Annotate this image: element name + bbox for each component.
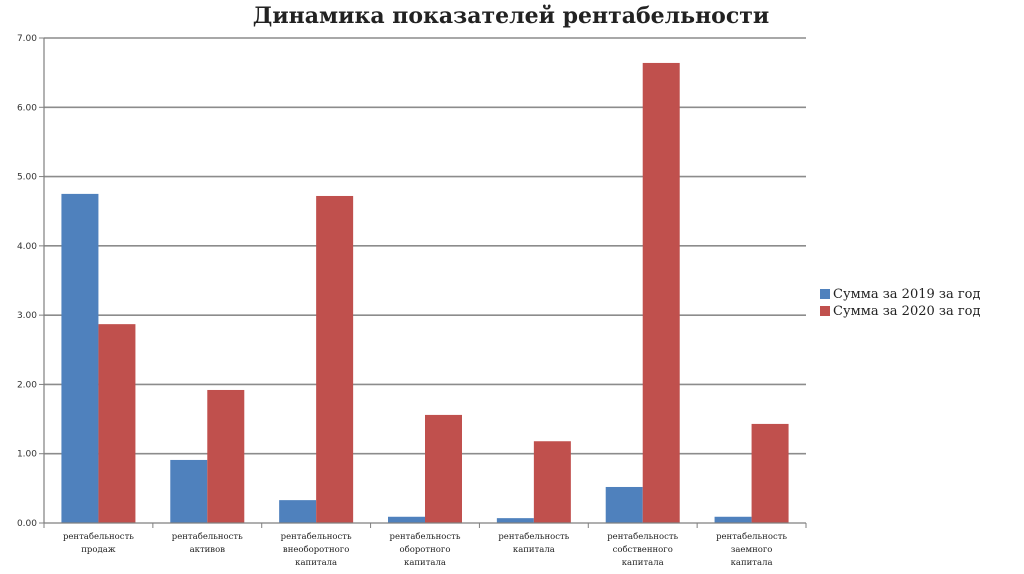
x-tick-label: рентабельность bbox=[281, 531, 352, 542]
y-tick-label: 0.00 bbox=[17, 519, 37, 529]
x-tick-label: капитала bbox=[513, 545, 555, 555]
x-tick-label: рентабельность bbox=[63, 531, 134, 542]
bar-2020 bbox=[98, 324, 136, 523]
legend-swatch bbox=[820, 289, 830, 299]
x-tick-label: внеоборотного bbox=[283, 544, 349, 555]
y-tick-label: 5.00 bbox=[17, 173, 37, 183]
y-tick-label: 4.00 bbox=[17, 242, 37, 252]
y-tick-label: 6.00 bbox=[17, 103, 37, 113]
gridlines bbox=[44, 37, 806, 455]
x-tick-label: заемного bbox=[731, 545, 773, 555]
x-tick-label: капитала bbox=[404, 558, 446, 568]
bar-2019 bbox=[714, 516, 752, 523]
x-tick-label: собственного bbox=[613, 544, 673, 555]
x-tick-label: оборотного bbox=[400, 544, 451, 555]
bar-2019 bbox=[279, 500, 317, 523]
bars bbox=[61, 62, 789, 523]
bar-2019 bbox=[605, 486, 643, 523]
bar-2020 bbox=[533, 441, 571, 523]
x-tick-label: рентабельность bbox=[172, 531, 243, 542]
x-tick-label: рентабельность bbox=[498, 531, 569, 542]
x-tick-label: капитала bbox=[295, 558, 337, 568]
x-tick-label: рентабельность bbox=[716, 531, 787, 542]
bar-2020 bbox=[751, 423, 789, 523]
x-tick-label: капитала bbox=[622, 558, 664, 568]
bar-2019 bbox=[496, 518, 534, 523]
y-tick-label: 3.00 bbox=[17, 311, 37, 321]
x-tick-label: рентабельность bbox=[607, 531, 678, 542]
y-tick-label: 2.00 bbox=[17, 380, 37, 390]
chart-title: Динамика показателей рентабельности bbox=[253, 3, 769, 29]
x-tick-label: рентабельность bbox=[390, 531, 461, 542]
bar-2020 bbox=[642, 62, 680, 523]
bar-2019 bbox=[388, 516, 425, 523]
bar-2020 bbox=[425, 414, 462, 523]
x-tick-label: продаж bbox=[81, 545, 116, 555]
bar-2019 bbox=[170, 459, 208, 523]
legend-label: Сумма за 2020 за год bbox=[833, 304, 981, 319]
legend: Сумма за 2019 за год Сумма за 2020 за год bbox=[820, 287, 981, 319]
y-tick-label: 1.00 bbox=[17, 450, 37, 460]
bar-2020 bbox=[207, 389, 245, 523]
legend-label: Сумма за 2019 за год bbox=[833, 287, 981, 302]
x-tick-label: капитала bbox=[731, 558, 773, 568]
y-tick-label: 7.00 bbox=[17, 34, 37, 44]
bar-2019 bbox=[61, 193, 99, 523]
x-tick-label: активов bbox=[190, 545, 226, 555]
legend-swatch bbox=[820, 306, 830, 316]
axes: 0.00 1.00 2.00 3.00 4.00 5.00 6.00 7.00 рентабел… bbox=[17, 34, 807, 568]
bar-2020 bbox=[316, 195, 354, 523]
